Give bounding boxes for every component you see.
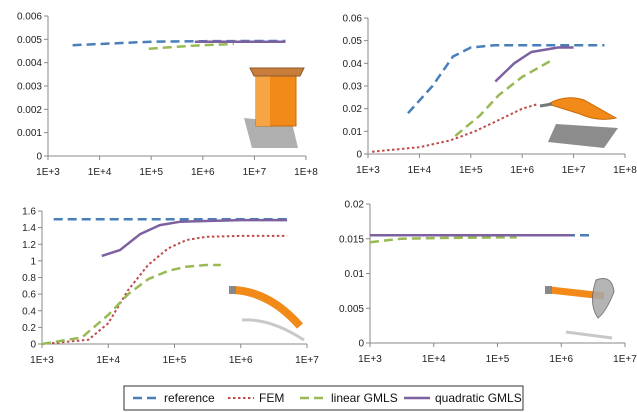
series-line-linear-gmls [454,60,551,137]
x-tick-label: 1E+8 [294,167,318,178]
y-tick-label: 0 [358,339,364,350]
y-tick-label: 1.6 [22,207,36,218]
y-tick-label: 0.01 [345,269,365,280]
y-tick-label: 0.4 [22,306,36,317]
inset-illustration [545,278,615,340]
chart-panel-1: 0 0.001 0.002 0.003 0.004 0.005 0.006 1E+3 1E+4 1… [17,12,318,179]
series-line-linear-gmls [41,263,221,346]
y-tick-label: 0.005 [17,35,42,46]
series-line-quadratic-gmls [494,46,574,83]
x-tick-label: 1E+4 [96,355,120,366]
x-tick-label: 1E+5 [163,355,187,366]
legend: reference FEM linear GMLS quadratic GMLS [123,385,524,411]
y-tick-label: 0.002 [17,105,42,116]
y-tick-label: 0.01 [343,127,363,138]
y-tick-label: 0.02 [345,200,365,211]
y-tick-label: 0.2 [22,323,36,334]
y-tick-label: 0 [356,150,362,161]
y-tick-label: 0 [36,152,42,163]
y-tick-label: 1.2 [22,240,36,251]
y-tick-label: 1 [30,256,36,267]
inset-illustration [244,67,305,148]
y-tick-label: 0.8 [22,273,36,284]
x-tick-label: 1E+6 [549,354,573,365]
x-tick-label: 1E+5 [139,167,163,178]
chart-panel-3: 0 0.2 0.4 0.6 0.8 1 1.2 1.4 1.6 1E+3 1E+4 1E+5 1E+6 1… [22,207,319,367]
x-tick-label: 1E+4 [88,167,112,178]
x-tick-label: 1E+6 [229,355,253,366]
y-tick-label: 0.005 [339,304,364,315]
x-tick-label: 1E+8 [613,165,637,176]
legend-label: reference [164,391,215,405]
y-tick-label: 0.015 [339,234,364,245]
x-tick-label: 1E+3 [356,165,380,176]
x-tick-label: 1E+7 [613,354,637,365]
x-tick-label: 1E+5 [459,165,483,176]
x-tick-label: 1E+7 [295,355,319,366]
y-tick-label: 0.04 [343,59,363,70]
y-tick-label: 0.006 [17,12,42,23]
x-tick-label: 1E+7 [243,167,267,178]
x-tick-label: 1E+6 [510,165,534,176]
y-tick-label: 0.03 [343,82,363,93]
legend-label: quadratic GMLS [435,391,522,405]
x-tick-label: 1E+4 [408,165,432,176]
series-line-fem [372,103,538,153]
x-tick-label: 1E+6 [191,167,215,178]
inset-illustration [229,286,305,342]
x-tick-label: 1E+3 [36,167,60,178]
x-tick-label: 1E+4 [422,354,446,365]
legend-label: linear GMLS [331,391,398,405]
series-line-linear-gmls [369,236,517,244]
series-line-reference [407,43,605,115]
y-tick-label: 1.4 [22,223,36,234]
legend-box [123,385,524,411]
series-line-linear-gmls [148,42,234,50]
x-tick-label: 1E+5 [486,354,510,365]
y-tick-label: 0.06 [343,14,363,25]
x-tick-label: 1E+7 [562,165,586,176]
y-tick-label: 0.02 [343,104,363,115]
legend-label: FEM [259,391,284,405]
y-tick-label: 0.003 [17,82,42,93]
y-tick-label: 0.004 [17,58,42,69]
chart-panel-4: 0 0.005 0.01 0.015 0.02 1E+3 1E+4 1E+5 1E+6 1E+7 [339,200,637,366]
y-tick-label: 0 [30,340,36,351]
y-tick-label: 0.001 [17,128,42,139]
series-line-fem [41,234,288,345]
y-tick-label: 0.05 [343,36,363,47]
x-tick-label: 1E+3 [358,354,382,365]
series-line-quadratic-gmls [101,218,288,258]
y-tick-label: 0.6 [22,290,36,301]
inset-illustration [539,97,618,148]
chart-panel-2: 0 0.01 0.02 0.03 0.04 0.05 0.06 1E+3 1E+4 1E+5 1E+… [343,14,637,177]
x-tick-label: 1E+3 [30,355,54,366]
